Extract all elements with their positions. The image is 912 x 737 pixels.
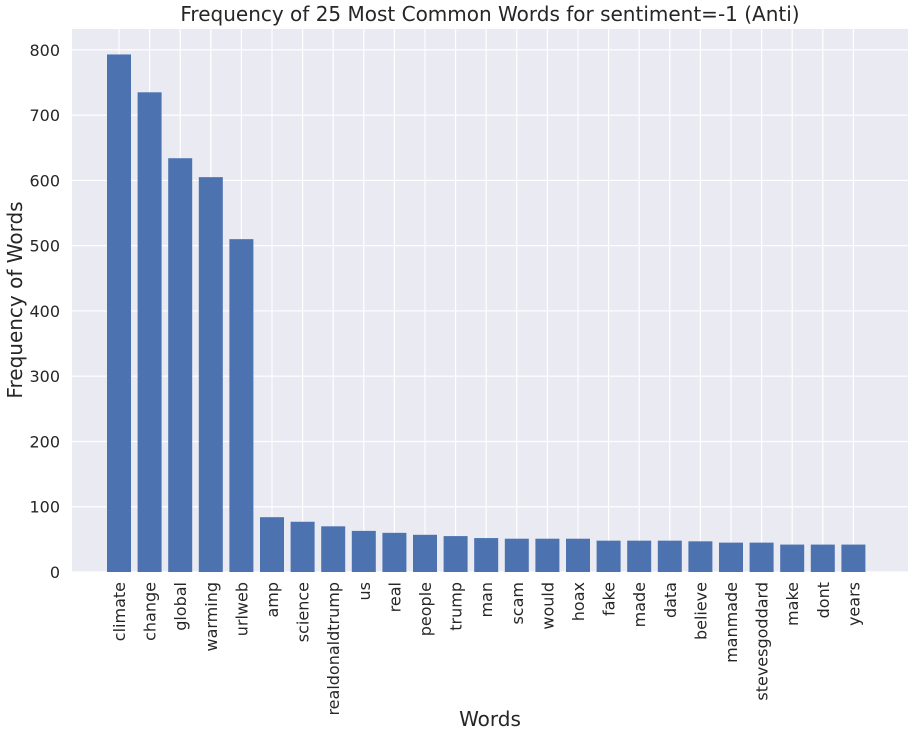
x-tick-label: would <box>538 582 557 630</box>
y-tick-labels: 0 100 200 300 400 500 600 700 800 <box>29 41 60 582</box>
x-tick-label: hoax <box>569 582 588 621</box>
x-tick-label: warming <box>202 582 221 652</box>
y-tick-label: 300 <box>29 367 60 386</box>
x-axis-label: Words <box>459 707 521 731</box>
bar-us <box>351 530 376 572</box>
bar-warming <box>198 177 223 572</box>
bar-fake <box>596 540 621 572</box>
x-tick-labels: climate change global warming urlweb amp scien… <box>110 582 863 716</box>
plot-background <box>72 29 908 572</box>
bar-would <box>535 538 560 572</box>
bar-global <box>168 158 193 572</box>
bar-amp <box>260 517 284 572</box>
x-tick-label: man <box>477 582 496 618</box>
x-tick-label: amp <box>263 582 282 618</box>
bar-made <box>627 540 652 572</box>
x-tick-label: data <box>661 582 680 618</box>
bar-man <box>474 538 499 572</box>
x-tick-label: urlweb <box>232 582 251 636</box>
bar-scam <box>504 538 529 572</box>
x-tick-label: us <box>355 582 374 600</box>
bar-science <box>290 521 315 572</box>
bar-dont <box>810 544 835 572</box>
y-tick-label: 700 <box>29 106 60 125</box>
x-tick-label: trump <box>447 582 466 631</box>
x-tick-label: change <box>141 582 160 641</box>
x-tick-label: fake <box>600 582 619 616</box>
bar-people <box>413 534 437 572</box>
y-tick-label: 800 <box>29 41 60 60</box>
bar-climate <box>107 54 131 572</box>
bar-believe <box>688 541 713 572</box>
y-tick-label: 400 <box>29 302 60 321</box>
x-tick-label: people <box>416 582 435 636</box>
bar-urlweb <box>229 239 254 573</box>
x-tick-label: real <box>385 582 404 612</box>
x-tick-label: scam <box>508 582 527 625</box>
y-tick-label: 200 <box>29 432 60 451</box>
bar-manmade <box>719 542 743 572</box>
x-tick-label: make <box>783 582 802 626</box>
x-tick-label: made <box>630 582 649 627</box>
bar-make <box>780 544 805 572</box>
x-tick-label: manmade <box>722 582 741 663</box>
bar-years <box>841 544 866 572</box>
x-tick-label: science <box>294 582 313 642</box>
chart-title: Frequency of 25 Most Common Words for se… <box>180 2 799 26</box>
x-tick-label: stevesgoddard <box>753 582 772 701</box>
y-axis-label: Frequency of Words <box>3 201 27 398</box>
bar-change <box>137 92 162 572</box>
bar-real <box>382 532 407 572</box>
y-tick-label: 600 <box>29 171 60 190</box>
bar-stevesgoddard <box>749 542 774 572</box>
x-tick-label: believe <box>691 582 710 640</box>
bar-data <box>657 540 682 572</box>
y-tick-label: 100 <box>29 498 60 517</box>
bar-trump <box>443 536 468 572</box>
bar-hoax <box>566 538 590 572</box>
y-tick-label: 500 <box>29 237 60 256</box>
x-tick-label: realdonaldtrump <box>324 582 343 716</box>
y-tick-label: 0 <box>50 563 60 582</box>
x-tick-label: climate <box>110 582 129 641</box>
x-tick-label: years <box>844 582 863 626</box>
x-tick-label: global <box>171 582 190 631</box>
x-tick-label: dont <box>814 582 833 618</box>
bar-realdonaldtrump <box>321 526 346 572</box>
bars <box>107 54 866 573</box>
